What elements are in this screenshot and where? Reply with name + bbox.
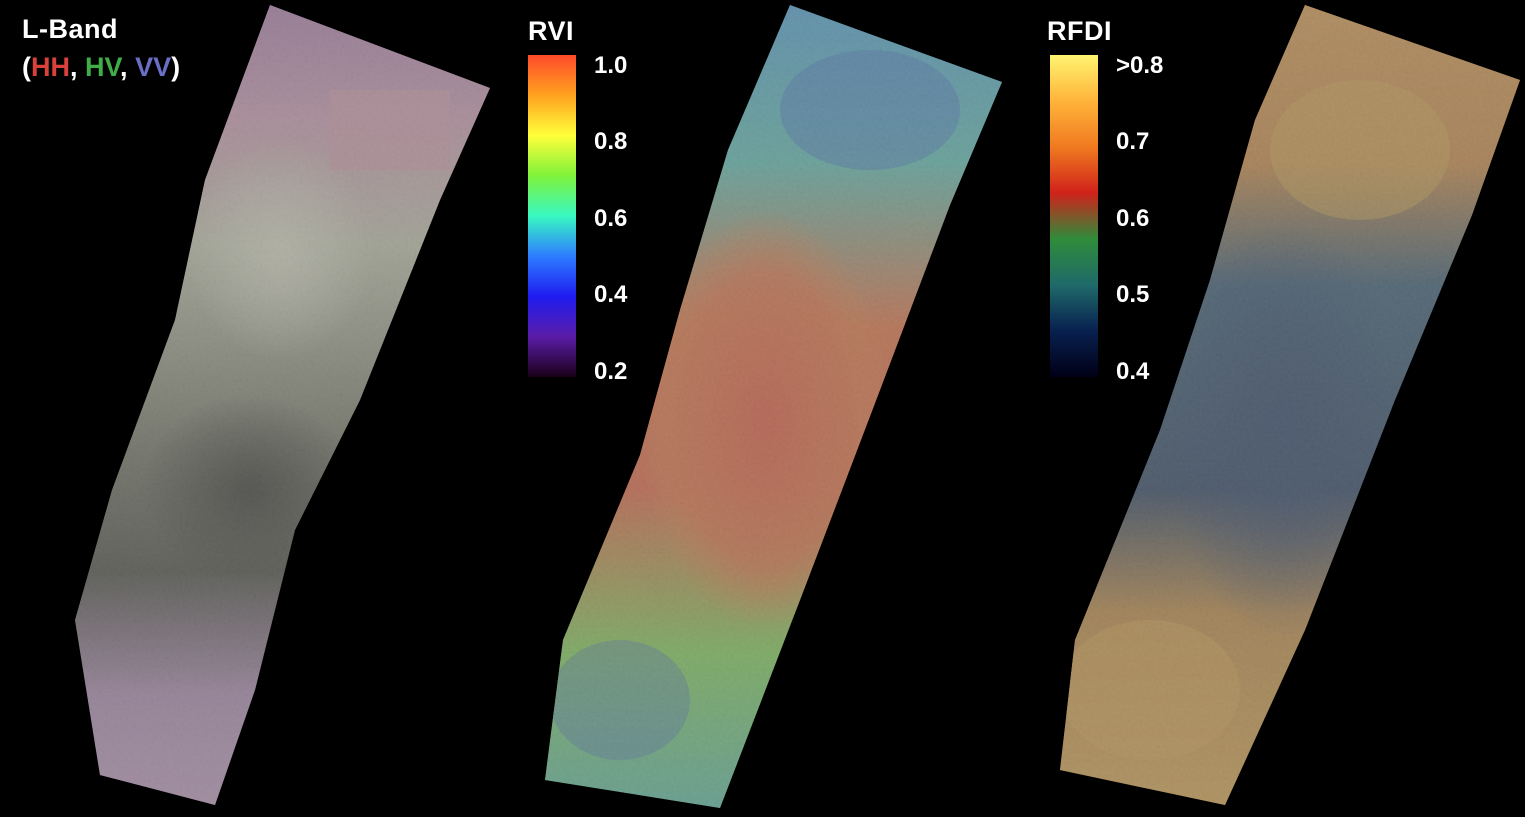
rfdi-tick: 0.5 [1116,281,1150,308]
legend-vv: VV [135,52,172,82]
paren-open: ( [22,52,31,82]
lband-image [75,5,490,805]
legend-sep-1: , [70,52,86,82]
rvi-title: RVI [528,16,575,46]
lband-title: L-Band [22,14,118,44]
rfdi-colorbar [1050,55,1098,377]
rfdi-image [1060,5,1520,805]
rfdi-tick: 0.4 [1116,358,1150,385]
rvi-tick: 0.2 [594,358,628,385]
rvi-tick: 0.8 [594,128,628,155]
lband-polarization-legend: (HH, HV, VV) [22,52,180,83]
legend-sep-2: , [120,52,136,82]
rfdi-tick: >0.8 [1116,52,1164,79]
legend-hv: HV [85,52,121,82]
legend-hh: HH [31,52,70,82]
rfdi-title: RFDI [1047,16,1112,46]
paren-close: ) [171,52,181,82]
rvi-tick: 0.4 [594,281,628,308]
rvi-tick: 1.0 [594,52,628,79]
rfdi-tick: 0.6 [1116,205,1150,232]
rvi-colorbar [528,55,576,377]
rfdi-tick: 0.7 [1116,128,1150,155]
rvi-tick: 0.6 [594,205,628,232]
rvi-image [545,5,1002,808]
